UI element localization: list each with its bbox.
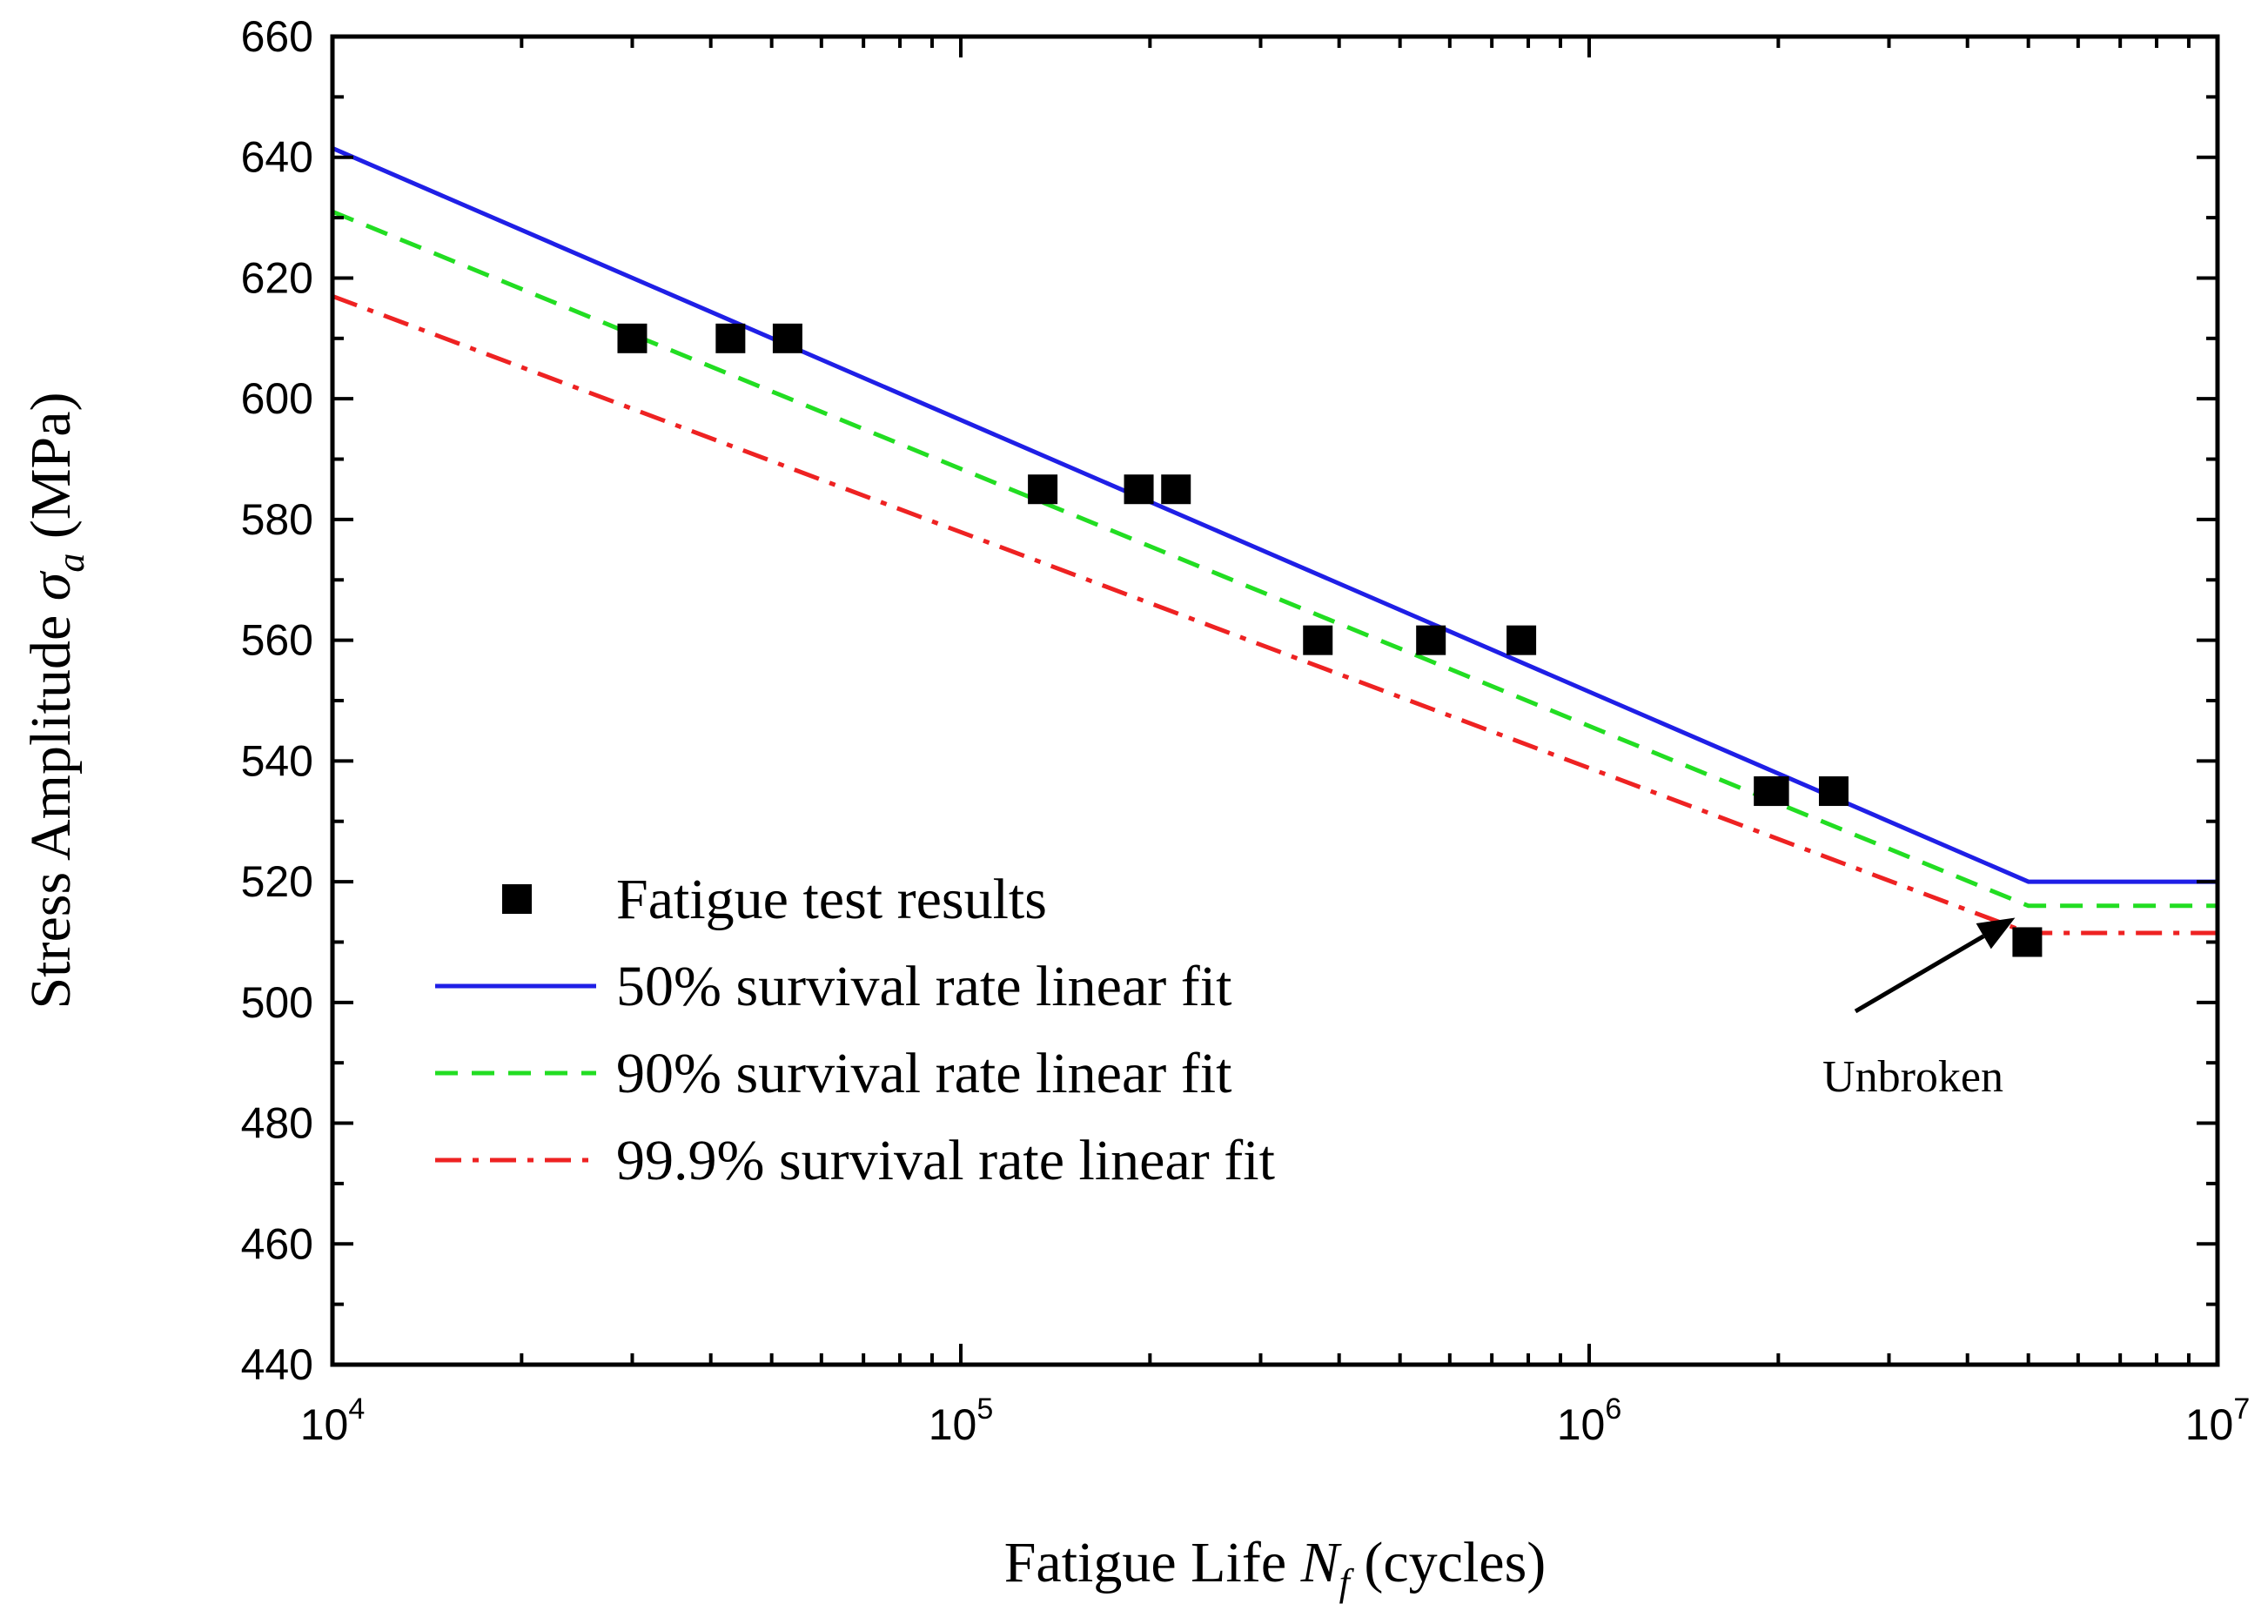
y-axis-title: Stress Amplitude σa (MPa) xyxy=(19,392,92,1009)
legend-entry: Fatigue test results xyxy=(502,868,1047,931)
y-tick-label: 620 xyxy=(241,253,313,302)
legend-entry: 90% survival rate linear fit xyxy=(435,1042,1231,1105)
y-tick-label: 540 xyxy=(241,736,313,785)
series-line-2 xyxy=(332,209,2218,909)
annotation-arrow-head xyxy=(1976,917,2016,950)
annotation-arrow-line xyxy=(1854,934,1985,1014)
data-point xyxy=(617,323,648,353)
y-tick-label: 460 xyxy=(241,1219,313,1268)
legend: Fatigue test results 50% survival rate li… xyxy=(435,868,1275,1192)
y-tick-label: 500 xyxy=(241,978,313,1027)
legend-label: 50% survival rate linear fit xyxy=(616,955,1231,1018)
data-point xyxy=(1416,625,1446,655)
annotation-label: Unbroken xyxy=(1822,1052,2003,1102)
legend-entry: 99.9% survival rate linear fit xyxy=(435,1129,1275,1192)
axes-layer: Fatigue Life Nf (cycles) Stress Amplitude… xyxy=(19,34,2220,1604)
x-axis-title: Fatigue Life Nf (cycles) xyxy=(1004,1531,1547,1604)
legend-label: 90% survival rate linear fit xyxy=(616,1042,1231,1105)
legend-label: Fatigue test results xyxy=(616,868,1047,931)
data-point xyxy=(715,323,746,353)
y-tick-label: 640 xyxy=(241,133,313,182)
series-line-1 xyxy=(332,146,2218,884)
series-line-3 xyxy=(332,293,2218,936)
x-tick-label: 105 xyxy=(929,1392,994,1449)
data-point xyxy=(1506,625,1537,655)
data-point xyxy=(1124,474,1154,505)
y-tick-label: 480 xyxy=(241,1099,313,1148)
data-point xyxy=(1028,474,1058,505)
plot-frame xyxy=(330,34,2220,1367)
legend-marker xyxy=(502,884,532,914)
y-tick-label: 660 xyxy=(241,12,313,61)
y-tick-label: 520 xyxy=(241,857,313,906)
data-point xyxy=(1759,776,1789,807)
y-tick-label: 600 xyxy=(241,374,313,423)
series-layer xyxy=(332,146,2218,957)
y-tick-label: 560 xyxy=(241,616,313,665)
y-tick-label: 440 xyxy=(241,1340,313,1389)
data-point xyxy=(1818,776,1849,807)
data-point xyxy=(1303,625,1333,655)
legend-label: 99.9% survival rate linear fit xyxy=(616,1129,1275,1192)
data-point xyxy=(1161,474,1191,505)
data-point xyxy=(2012,927,2043,957)
x-tick-label: 104 xyxy=(300,1392,366,1449)
annotation-layer: Unbroken xyxy=(1822,917,2016,1102)
legend-entry: 50% survival rate linear fit xyxy=(435,955,1231,1018)
x-tick-label: 106 xyxy=(1557,1392,1622,1449)
ticks-layer: 440 460 480 500 520 540 560 580 600 620 640 660 104 1… xyxy=(241,12,2251,1449)
x-tick-label: 107 xyxy=(2185,1392,2251,1449)
y-tick-label: 580 xyxy=(241,495,313,544)
data-point xyxy=(772,323,802,353)
